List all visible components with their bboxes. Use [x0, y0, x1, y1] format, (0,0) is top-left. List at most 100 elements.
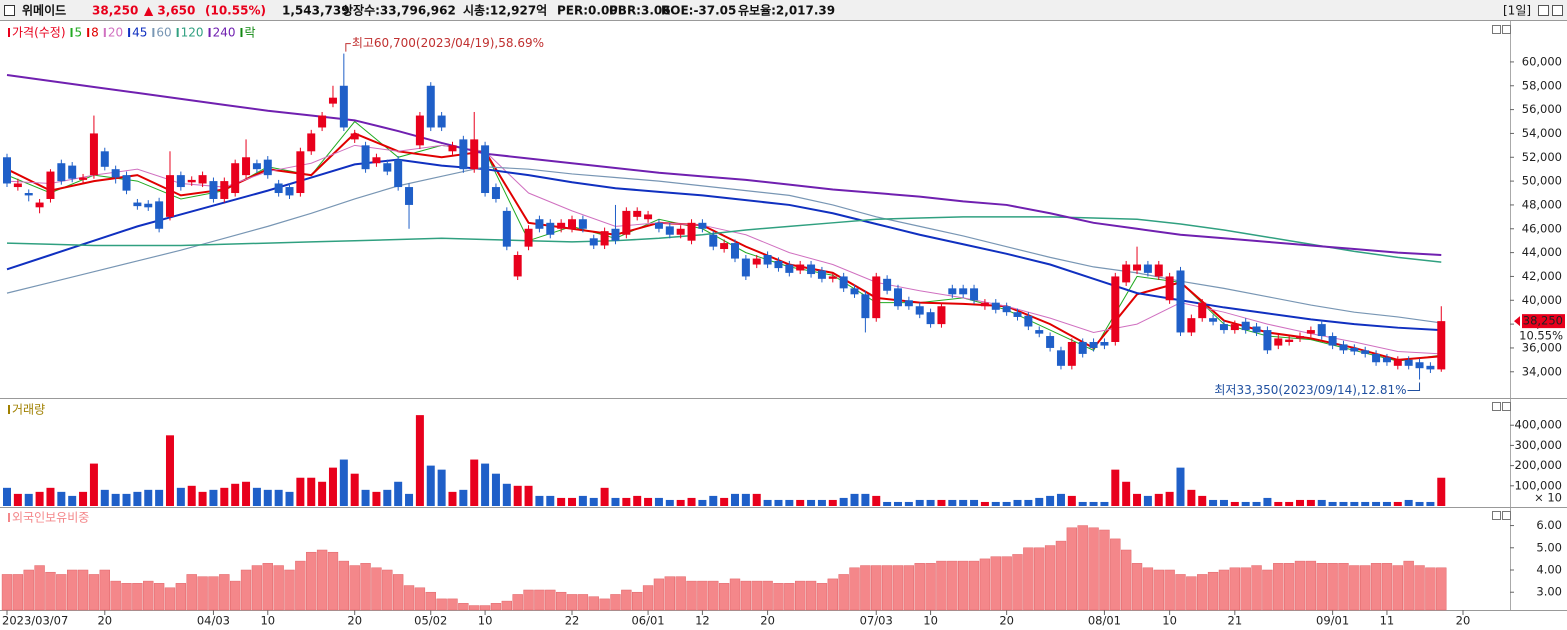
candle-body	[1198, 302, 1207, 319]
volume-bar	[470, 459, 479, 506]
candle-body	[578, 219, 587, 229]
y-tick-label: 6.00	[1536, 518, 1562, 532]
candle-body	[24, 193, 33, 196]
candle-body	[426, 85, 435, 128]
x-tick-label: 12	[695, 614, 710, 628]
moving-average	[6, 166, 1442, 324]
volume-bar	[1361, 501, 1370, 506]
foreign-bar	[957, 560, 969, 611]
note-arrow	[345, 43, 351, 52]
candle-body	[513, 254, 522, 277]
volume-bar	[926, 499, 935, 506]
candle-body	[524, 228, 533, 247]
header-bar	[0, 0, 1567, 20]
legend-marker	[128, 28, 131, 37]
volume-bar	[1111, 469, 1120, 506]
volume-bar	[3, 487, 11, 506]
volume-bar	[1143, 495, 1152, 506]
candle-body	[242, 157, 251, 176]
volume-bar	[557, 497, 566, 506]
foreign-bar	[1088, 527, 1099, 611]
checkbox[interactable]	[4, 5, 15, 16]
foreign-bar	[490, 603, 502, 611]
foreign-bar	[403, 585, 415, 611]
foreign-bar	[349, 565, 360, 611]
candle-body	[1219, 324, 1228, 331]
volume-bar	[611, 497, 620, 506]
y-tick-label: 56,000	[1522, 102, 1562, 116]
foreign-bar	[632, 591, 643, 611]
volume-bar	[1187, 489, 1196, 506]
volume-bar	[1274, 501, 1283, 506]
candle-body	[1013, 312, 1022, 317]
x-tick-label: 20	[1456, 614, 1471, 628]
volume-bar	[1263, 497, 1272, 506]
foreign-bar	[251, 565, 263, 611]
foreign-bar	[914, 563, 925, 611]
price-pointer	[1514, 316, 1520, 327]
volume-bar	[633, 495, 642, 506]
volume-bar	[1002, 501, 1011, 506]
period[interactable]: [1일]	[1503, 4, 1531, 18]
volume-bar	[1296, 499, 1305, 506]
price-tag	[1522, 314, 1565, 329]
y-tick-label: 54,000	[1522, 126, 1562, 140]
foreign-bar	[1044, 545, 1056, 611]
x-tick-label: 08/01	[1088, 614, 1121, 628]
legend-marker	[176, 28, 179, 37]
volume-bar	[937, 499, 946, 506]
legend-marker	[240, 28, 243, 37]
candle-body	[948, 288, 957, 295]
candle-body	[1100, 341, 1109, 346]
panel-btn[interactable]	[1502, 25, 1511, 34]
foreign-bar	[566, 594, 578, 611]
candle-body	[1230, 324, 1239, 331]
window-btn[interactable]	[1538, 5, 1549, 16]
volume-bar	[589, 497, 598, 506]
panel-btn[interactable]	[1492, 402, 1501, 411]
candle-body	[437, 115, 446, 128]
panel-btn[interactable]	[1492, 511, 1501, 520]
candle-body	[383, 163, 392, 172]
volume-bar	[198, 491, 207, 506]
candle-body	[861, 294, 870, 319]
panel-btn[interactable]	[1502, 402, 1511, 411]
volume-bar	[915, 499, 924, 506]
volume-bar	[89, 463, 98, 506]
candle-body	[1415, 362, 1424, 369]
volume-bar	[546, 495, 555, 506]
candle-body	[1067, 341, 1076, 366]
volume-bar	[328, 467, 337, 506]
volume-bar	[252, 487, 261, 506]
foreign-bar	[1370, 563, 1382, 611]
foreign-bar	[1175, 574, 1186, 611]
candle-body	[796, 264, 805, 271]
candle-body	[926, 312, 935, 325]
candle-body	[1252, 326, 1261, 333]
x-tick-label: 09/01	[1316, 614, 1349, 628]
candle-body	[622, 210, 631, 235]
foreign-bar	[1305, 560, 1317, 611]
close-btn[interactable]	[1552, 5, 1563, 16]
y-tick-label: 46,000	[1522, 221, 1562, 235]
candle-body	[372, 157, 381, 164]
volume-bar	[1285, 501, 1294, 506]
y-tick-label: 300,000	[1514, 438, 1562, 452]
candle-body	[68, 165, 77, 179]
volume: 1,543,739	[282, 4, 350, 18]
market-cap: 시총:12,927억	[463, 3, 547, 18]
candle-body	[904, 300, 913, 307]
volume-bar	[1035, 497, 1044, 506]
candle-body	[741, 258, 750, 277]
panel-btn[interactable]	[1502, 511, 1511, 520]
foreign-bar	[12, 574, 24, 611]
volume-bar	[1252, 501, 1261, 506]
foreign-bar	[740, 580, 752, 611]
foreign-bar	[805, 580, 817, 611]
panel-btn[interactable]	[1492, 25, 1501, 34]
volume-bar	[731, 493, 739, 506]
candle-body	[100, 151, 109, 167]
foreign-bar	[23, 569, 34, 611]
x-tick-label: 10	[478, 614, 493, 628]
